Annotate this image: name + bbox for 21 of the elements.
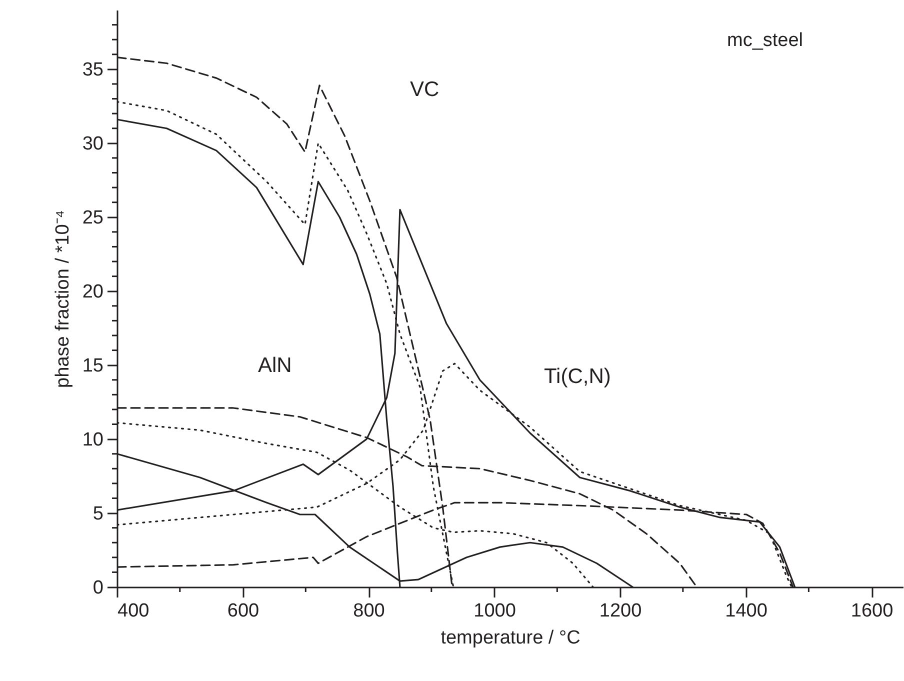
y-tick-label: 20 <box>82 282 104 303</box>
x-tick-label: 1400 <box>725 600 768 622</box>
y-tick-label: 10 <box>82 430 104 451</box>
y-tick-label: 5 <box>92 504 104 525</box>
x-tick-label: 800 <box>353 600 385 622</box>
x-tick-label: 400 <box>118 600 150 622</box>
x-tick-label: 600 <box>227 600 260 622</box>
annotation: VC <box>410 78 440 101</box>
y-tick-label: 15 <box>82 356 104 377</box>
annotation: mc_steel <box>727 30 804 51</box>
annotation: AlN <box>258 354 292 377</box>
y-tick-label: 35 <box>82 60 104 81</box>
y-tick-label: 25 <box>82 208 104 229</box>
x-tick-label: 1200 <box>599 600 642 622</box>
x-axis-title: temperature / °C <box>440 628 580 648</box>
y-tick-label: 0 <box>92 578 104 598</box>
x-tick-label: 1600 <box>850 600 894 622</box>
x-tick-label: 1000 <box>474 600 516 622</box>
y-axis-title: phase fraction / *10⁻⁴ <box>52 210 74 388</box>
y-tick-label: 30 <box>82 134 104 155</box>
annotation: Ti(C,N) <box>544 365 611 388</box>
